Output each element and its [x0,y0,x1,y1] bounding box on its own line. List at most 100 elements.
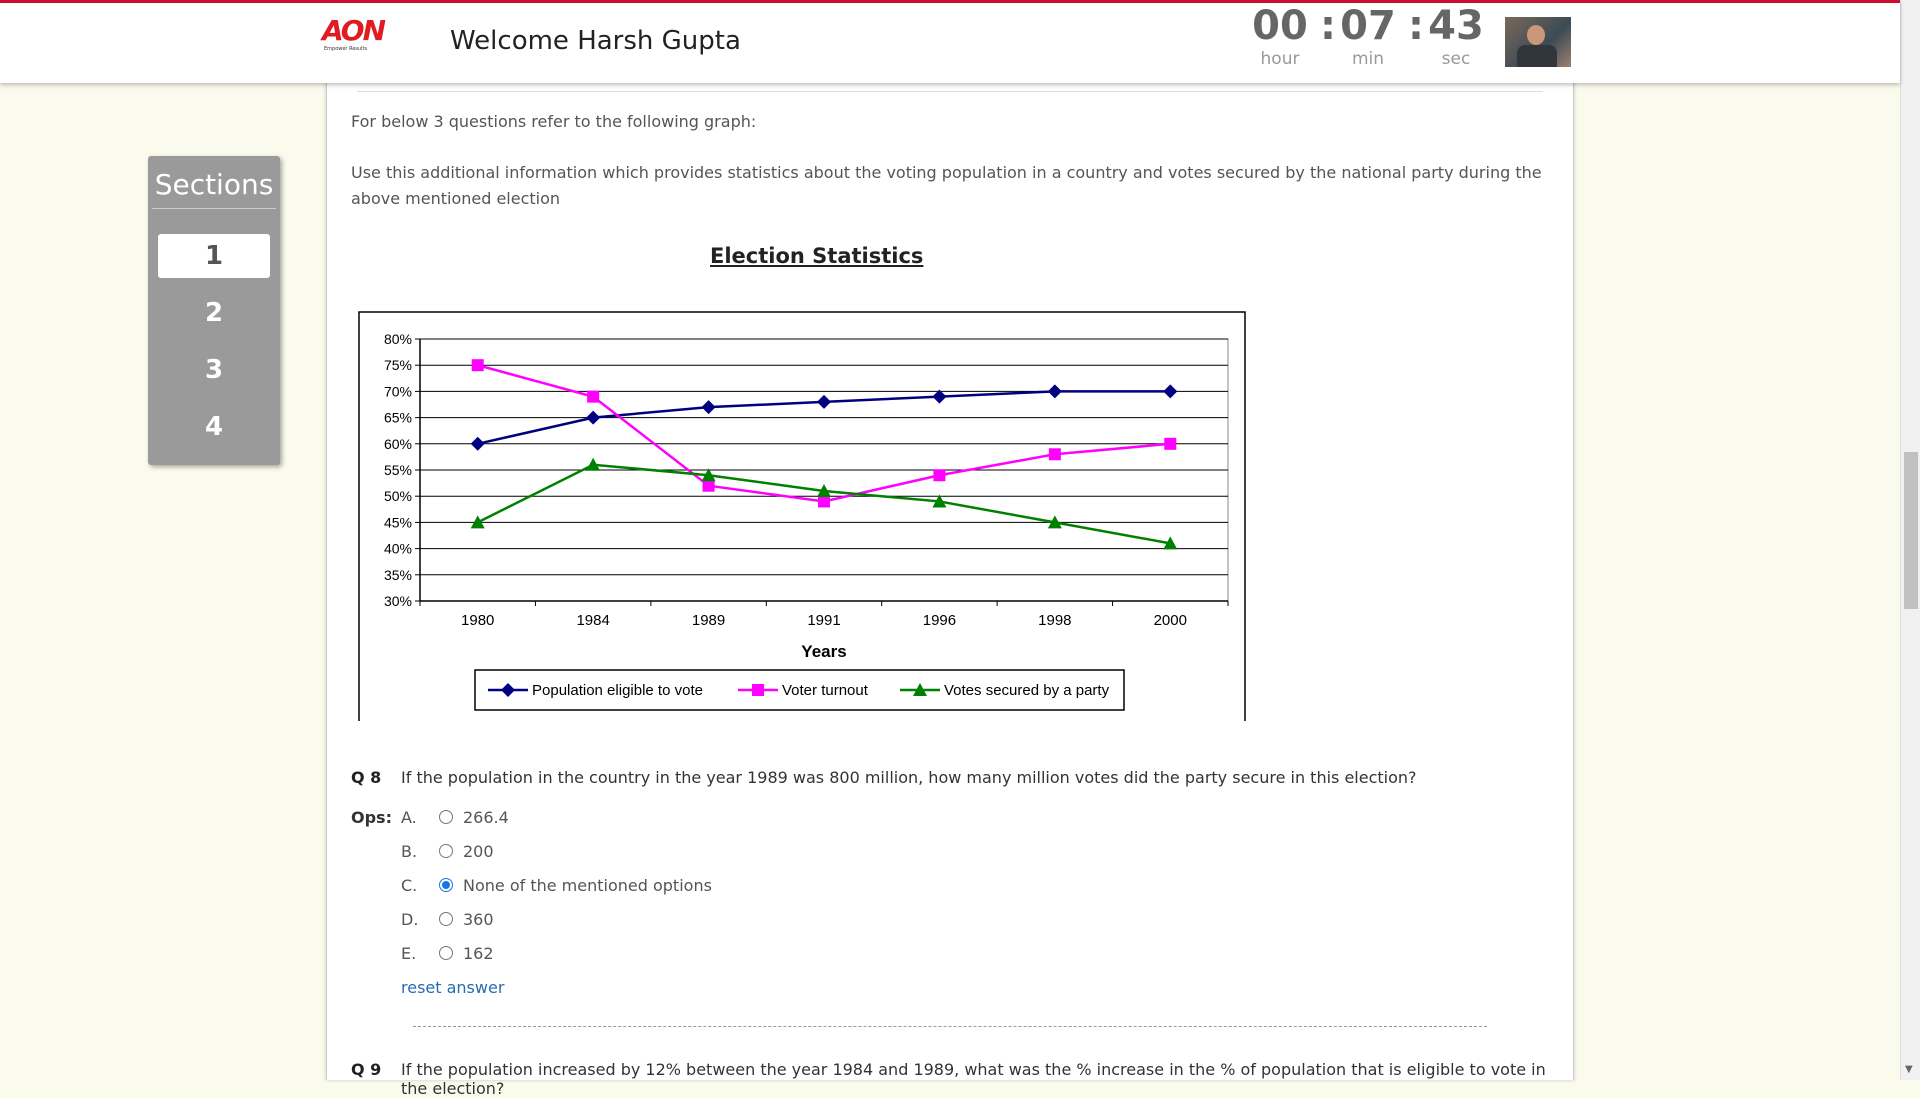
webcam-avatar [1505,17,1571,67]
series-1 [470,384,1178,451]
data-point-triangle [817,483,831,497]
timer-separator: : [1408,3,1424,49]
data-point-triangle [586,457,601,471]
timer-separator: : [1320,3,1336,49]
option-letter: A. [401,808,417,827]
section-item-4[interactable]: 4 [204,412,224,442]
timer-sec-label: sec [1441,49,1471,69]
x-tick-label: 1984 [576,612,609,629]
logo-text: AON [322,14,386,47]
legend-box [474,669,1125,711]
x-tick-label: 2000 [1154,612,1187,629]
option-text: 200 [463,842,494,861]
radio-button[interactable] [439,912,453,926]
data-point-diamond [586,410,601,425]
radio-button[interactable] [439,844,453,858]
option-letter: D. [401,910,419,929]
data-point-diamond [932,389,947,404]
data-point-triangle [913,683,927,696]
y-tick-label: 75% [384,357,412,373]
data-point-diamond [701,400,716,415]
timer-hour-label: hour [1260,49,1300,69]
y-tick-label: 30% [384,593,412,609]
series-2 [471,359,1177,508]
election-statistics-chart: 30% 35% 40% 45% 50% 55% 60% 65% 70% 75% 80% 1980 19… [358,311,1246,721]
data-point-diamond [470,436,485,451]
data-point-square [818,495,830,508]
question-number: Q 9 [351,1060,382,1079]
y-tick-label: 65% [384,410,412,426]
section-item-1[interactable]: 1 [158,234,270,278]
y-tick-label: 40% [384,541,412,557]
logo-tagline: Empower Results [324,46,368,52]
data-point-triangle [932,494,947,508]
sections-panel: Sections 1 2 3 4 [148,156,280,465]
option-text: 266.4 [463,808,509,827]
data-point-square [1164,437,1177,450]
welcome-text: Welcome Harsh Gupta [450,26,741,56]
x-tick-label: 1996 [923,612,956,629]
data-point-square [1048,448,1061,461]
option-letter: C. [401,876,418,895]
option-text: None of the mentioned options [463,876,712,895]
timer-sec: 43 [1428,3,1484,49]
timer-min: 07 [1340,3,1396,49]
chart-frame [358,311,1246,721]
data-point-diamond [1163,384,1178,399]
legend-label: Voter turnout [782,682,869,699]
aon-logo: AON Empower Results [322,14,386,61]
section-item-2[interactable]: 2 [204,298,224,328]
page-scrollbar[interactable]: ▼ [1900,0,1920,1080]
intro-text: For below 3 questions refer to the follo… [351,112,757,131]
x-axis-label: Years [801,642,846,661]
option-letter: E. [401,944,417,963]
option-letter: B. [401,842,418,861]
option-text: 360 [463,910,494,929]
data-point-square [471,359,484,372]
radio-button[interactable] [439,810,453,824]
question-divider [413,1026,1487,1027]
legend-label: Population eligible to vote [532,682,703,699]
data-point-diamond [501,683,515,697]
x-tick-label: 1980 [461,612,494,629]
y-tick-label: 60% [384,436,412,452]
option-text: 162 [463,944,494,963]
data-point-diamond [817,394,831,409]
section-item-3[interactable]: 3 [204,355,224,385]
reset-answer-link[interactable]: reset answer [401,978,505,997]
top-header: AON Empower Results Welcome Harsh Gupta … [0,0,1900,83]
series-3 [470,457,1178,550]
radio-button-selected[interactable] [439,878,453,892]
data-point-square [752,684,764,696]
options-label: Ops: [351,808,392,827]
timer-hour: 00 [1252,3,1308,49]
x-tick-label: 1989 [692,612,725,629]
data-point-triangle [701,468,716,482]
y-tick-label: 55% [384,462,412,478]
data-point-square [587,390,600,403]
y-tick-label: 35% [384,567,412,583]
question-number: Q 8 [351,768,382,787]
info-text: Use this additional information which pr… [351,163,1542,208]
data-point-triangle [1047,515,1062,529]
y-tick-label: 70% [384,383,412,399]
radio-button[interactable] [439,946,453,960]
scrollbar-thumb[interactable] [1904,452,1918,609]
chart-title: Election Statistics [710,244,924,268]
x-tick-label: 1991 [807,612,840,629]
data-point-diamond [1047,384,1062,399]
data-point-square [933,469,946,482]
scroll-down-arrow-icon[interactable]: ▼ [1905,1064,1913,1075]
legend-label: Votes secured by a party [944,682,1110,699]
sections-title: Sections [154,168,274,201]
data-point-triangle [1163,536,1178,550]
y-tick-label: 50% [384,488,412,504]
question-text: If the population in the country in the … [401,768,1417,787]
x-tick-label: 1998 [1038,612,1071,629]
data-point-square [702,479,715,492]
y-tick-label: 45% [384,514,412,530]
countdown-timer: 00 : 07 : 43 hour min sec [1250,3,1490,73]
question-text: If the population increased by 12% betwe… [401,1060,1546,1098]
y-tick-label: 80% [384,331,412,347]
data-point-triangle [470,515,485,529]
